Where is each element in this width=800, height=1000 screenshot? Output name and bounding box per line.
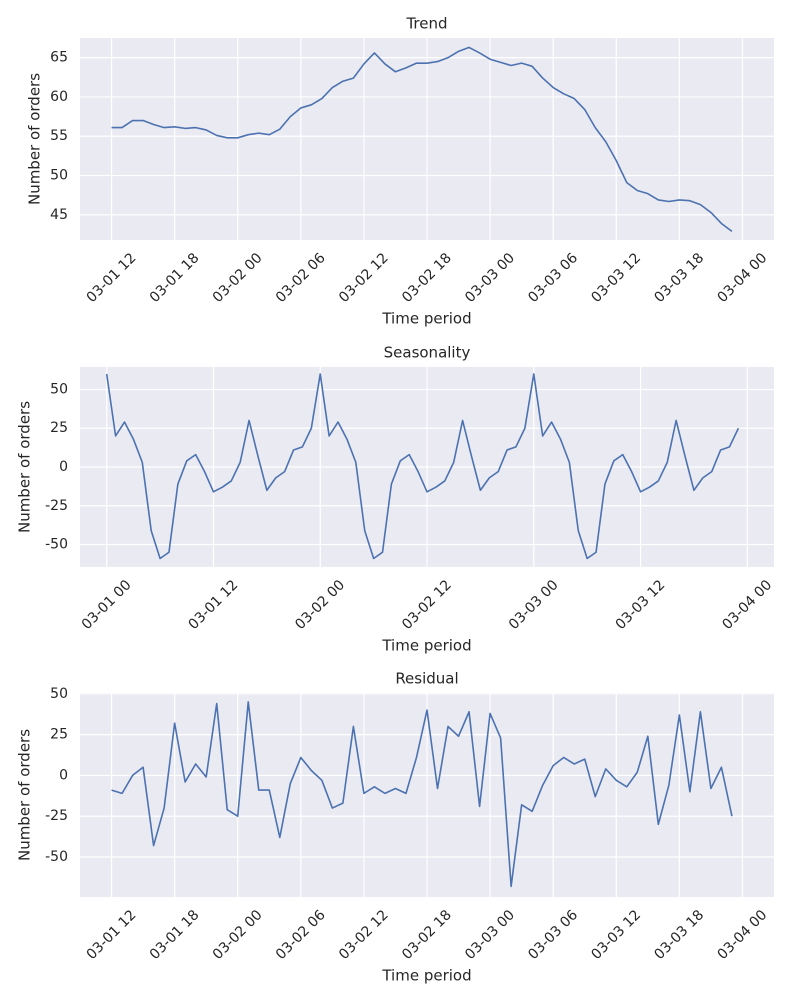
y-tick-label: 60 — [50, 89, 68, 105]
x-axis-label: Time period — [381, 967, 471, 985]
subplot-title: Trend — [405, 15, 447, 33]
x-tick-label: 03-02 12 — [336, 250, 392, 306]
y-tick-label: -25 — [45, 808, 68, 824]
x-tick-label: 03-02 12 — [336, 907, 392, 963]
y-axis-label: Number of orders — [26, 73, 44, 205]
y-tick-label: -50 — [45, 537, 68, 553]
x-tick-label: 03-03 06 — [525, 250, 581, 306]
x-tick-label: 03-03 12 — [588, 250, 644, 306]
trend-line — [111, 701, 733, 888]
x-tick-label: 03-03 06 — [525, 907, 581, 963]
x-tick-label: 03-04 00 — [715, 907, 771, 963]
x-tick-label: 03-02 00 — [210, 250, 266, 306]
x-tick-label: 03-04 00 — [719, 577, 775, 633]
x-tick-label: 03-02 00 — [292, 577, 348, 633]
x-tick-label: 03-02 00 — [210, 907, 266, 963]
x-tick-label: 03-01 00 — [79, 577, 135, 633]
y-tick-label: 50 — [50, 168, 68, 184]
y-tick-label: -25 — [45, 498, 68, 514]
x-axis-label: Time period — [381, 310, 471, 328]
x-tick-label: 03-03 18 — [651, 907, 707, 963]
y-tick-label: 25 — [50, 727, 68, 743]
y-tick-label: 0 — [59, 767, 68, 783]
subplot-title: Residual — [395, 670, 458, 688]
x-tick-label: 03-02 18 — [399, 250, 455, 306]
x-axis-label: Time period — [381, 637, 471, 655]
x-tick-label: 03-01 12 — [186, 577, 242, 633]
y-tick-label: 45 — [50, 207, 68, 223]
trend-line — [105, 373, 740, 560]
x-tick-label: 03-02 06 — [273, 250, 329, 306]
x-tick-label: 03-04 00 — [715, 250, 771, 306]
x-tick-label: 03-03 00 — [462, 907, 518, 963]
x-tick-label: 03-03 00 — [462, 250, 518, 306]
x-tick-label: 03-01 12 — [84, 907, 140, 963]
y-tick-label: -50 — [45, 849, 68, 865]
x-tick-label: 03-02 06 — [273, 907, 329, 963]
subplot-title: Seasonality — [384, 344, 471, 362]
y-tick-label: 50 — [50, 381, 68, 397]
x-tick-label: 03-03 00 — [506, 577, 562, 633]
x-tick-label: 03-03 18 — [651, 250, 707, 306]
y-axis-label: Number of orders — [16, 401, 34, 533]
x-tick-label: 03-02 18 — [399, 907, 455, 963]
trend-line — [111, 46, 733, 232]
x-tick-label: 03-03 12 — [588, 907, 644, 963]
x-tick-label: 03-01 12 — [84, 250, 140, 306]
y-tick-label: 55 — [50, 128, 68, 144]
y-tick-label: 25 — [50, 420, 68, 436]
x-tick-label: 03-01 18 — [147, 250, 203, 306]
y-tick-label: 0 — [59, 459, 68, 475]
x-tick-label: 03-03 12 — [613, 577, 669, 633]
x-tick-label: 03-02 12 — [399, 577, 455, 633]
y-tick-label: 50 — [50, 686, 68, 702]
y-tick-label: 65 — [50, 50, 68, 66]
subplot: -50 -25 0 25 50 03-01 00 03-01 12 03-02 00 03-02… — [16, 344, 776, 655]
y-axis-label: Number of orders — [16, 729, 34, 861]
x-tick-label: 03-01 18 — [147, 907, 203, 963]
